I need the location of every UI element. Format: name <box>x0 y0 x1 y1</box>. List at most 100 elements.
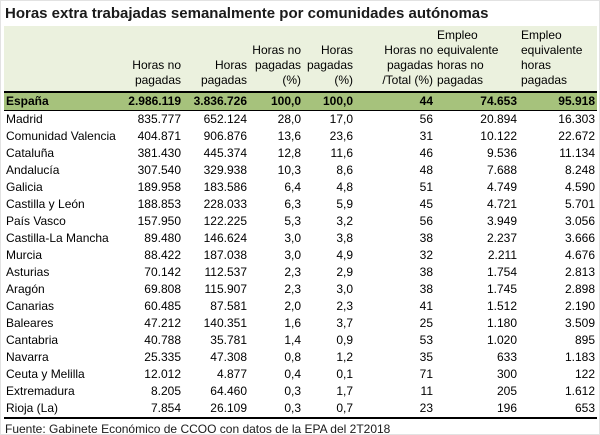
value-cell: 7.688 <box>486 163 517 177</box>
value-cell: 1.612 <box>564 384 595 398</box>
value-cell: 74.653 <box>435 91 519 111</box>
header-row: Horas no pagadas Horas pagadas Horas no … <box>4 26 597 92</box>
table-row: Baleares 47.212 140.351 1,6 3,7 25 1.180… <box>4 315 597 332</box>
value-cell: 46 <box>419 146 433 160</box>
value-cell: 70.142 <box>144 265 181 279</box>
value-cell: 12.012 <box>144 367 181 381</box>
value-cell: 404.871 <box>137 129 181 143</box>
value-cell: 205 <box>496 384 517 398</box>
value-cell: 3,0 <box>336 282 353 296</box>
value-cell: 895 <box>574 333 595 347</box>
value-cell: 1,6 <box>284 316 301 330</box>
value-cell: 3,2 <box>336 214 353 228</box>
data-table: Horas no pagadas Horas pagadas Horas no … <box>4 26 597 419</box>
value-cell: 2,3 <box>284 282 301 296</box>
value-cell: 906.876 <box>203 129 247 143</box>
table-row: Extremadura 8.205 64.460 0,3 1,7 11 205 … <box>4 383 597 400</box>
table-row: Andalucía 307.540 329.938 10,3 8,6 48 7.… <box>4 162 597 179</box>
value-cell: 47.308 <box>210 350 247 364</box>
value-cell: 23 <box>355 400 435 419</box>
region-cell: Comunidad Valenciana <box>6 129 116 143</box>
value-cell: 5,3 <box>284 214 301 228</box>
value-cell: 28,0 <box>277 112 301 126</box>
value-cell: 23,6 <box>329 129 353 143</box>
value-cell: 9.536 <box>486 146 517 160</box>
value-cell: 32 <box>419 248 433 262</box>
value-cell: 13,6 <box>277 129 301 143</box>
region-cell: Madrid <box>6 112 43 126</box>
region-cell: Extremadura <box>6 384 75 398</box>
value-cell: 45 <box>419 197 433 211</box>
value-cell: 122.225 <box>203 214 247 228</box>
value-cell: 183.586 <box>203 180 247 194</box>
value-cell: 157.950 <box>137 214 181 228</box>
value-cell: 4,9 <box>336 248 353 262</box>
region-cell: Canarias <box>6 299 55 313</box>
table-row: Madrid 835.777 652.124 28,0 17,0 56 20.8… <box>4 111 597 129</box>
value-cell: 64.460 <box>210 384 247 398</box>
value-cell: 11 <box>420 384 433 398</box>
value-cell: 95.918 <box>519 91 597 111</box>
value-cell: 2.813 <box>564 265 595 279</box>
value-cell: 60.485 <box>144 299 181 313</box>
value-cell: 35 <box>419 350 433 364</box>
value-cell: 2.190 <box>564 299 595 313</box>
value-cell: 16.303 <box>558 112 595 126</box>
value-cell: 835.777 <box>137 112 181 126</box>
region-cell: Castilla-La Mancha <box>6 231 109 245</box>
table-row: Ceuta y Melilla 12.012 4.877 0,4 0,1 71 … <box>4 366 597 383</box>
value-cell: 3,8 <box>336 231 353 245</box>
value-cell: 89.480 <box>144 231 181 245</box>
table-row: Comunidad Valenciana 404.871 906.876 13,… <box>4 128 597 145</box>
value-cell: 3.949 <box>486 214 517 228</box>
region-cell: Aragón <box>6 282 45 296</box>
value-cell: 1.180 <box>486 316 517 330</box>
table-row: Castilla-La Mancha 89.480 146.624 3,0 3,… <box>4 230 597 247</box>
column-header-empleo-no-pagadas: Empleo equivalente horas no pagadas <box>435 26 519 92</box>
value-cell: 0,3 <box>249 400 303 419</box>
value-cell: 2,3 <box>284 265 301 279</box>
value-cell: 6,4 <box>284 180 301 194</box>
value-cell: 3.836.726 <box>183 91 249 111</box>
region-cell: Galicia <box>6 180 43 194</box>
column-header-no-pagadas-total-pct: Horas no pagadas /Total (%) <box>355 26 435 92</box>
value-cell: 11,6 <box>330 146 353 160</box>
value-cell: 11.134 <box>559 146 595 160</box>
value-cell: 3.666 <box>564 231 595 245</box>
table-row: Cantabria 40.788 35.781 1,4 0,9 53 1.020… <box>4 332 597 349</box>
source-note: Fuente: Gabinete Económico de CCOO con d… <box>5 422 391 435</box>
value-cell: 22.672 <box>558 129 595 143</box>
value-cell: 88.422 <box>144 248 181 262</box>
value-cell: 56 <box>419 112 433 126</box>
value-cell: 7.854 <box>116 400 183 419</box>
table-row: Castilla y León 188.853 228.033 6,3 5,9 … <box>4 196 597 213</box>
value-cell: 100,0 <box>249 91 303 111</box>
value-cell: 0,8 <box>284 350 301 364</box>
value-cell: 47.212 <box>144 316 181 330</box>
value-cell: 112.537 <box>204 265 248 279</box>
value-cell: 1.512 <box>486 299 517 313</box>
column-header-empleo-pagadas: Empleo equivalente horas pagadas <box>519 26 597 92</box>
value-cell: 0,7 <box>303 400 355 419</box>
value-cell: 652.124 <box>203 112 247 126</box>
region-cell: Baleares <box>6 316 54 330</box>
value-cell: 300 <box>496 367 517 381</box>
column-header-horas-no-pagadas-pct: Horas no pagadas (%) <box>249 26 303 92</box>
value-cell: 1,2 <box>336 350 353 364</box>
value-cell: 17,0 <box>329 112 353 126</box>
value-cell: 445.374 <box>203 146 247 160</box>
value-cell: 196 <box>435 400 519 419</box>
value-cell: 25 <box>419 316 433 330</box>
value-cell: 2.986.119 <box>116 91 183 111</box>
table-row: Aragón 69.808 115.907 2,3 3,0 38 1.745 2… <box>4 281 597 298</box>
value-cell: 12,8 <box>277 146 301 160</box>
value-cell: 44 <box>355 91 435 111</box>
region-cell: Andalucía <box>6 163 60 177</box>
chart-title: Horas extra trabajadas semanalmente por … <box>5 5 489 22</box>
value-cell: 6,3 <box>284 197 301 211</box>
table-row: España 2.986.119 3.836.726 100,0 100,0 4… <box>4 91 597 111</box>
value-cell: 3,0 <box>284 248 301 262</box>
value-cell: 51 <box>419 180 433 194</box>
region-cell: Castilla y León <box>6 197 85 211</box>
